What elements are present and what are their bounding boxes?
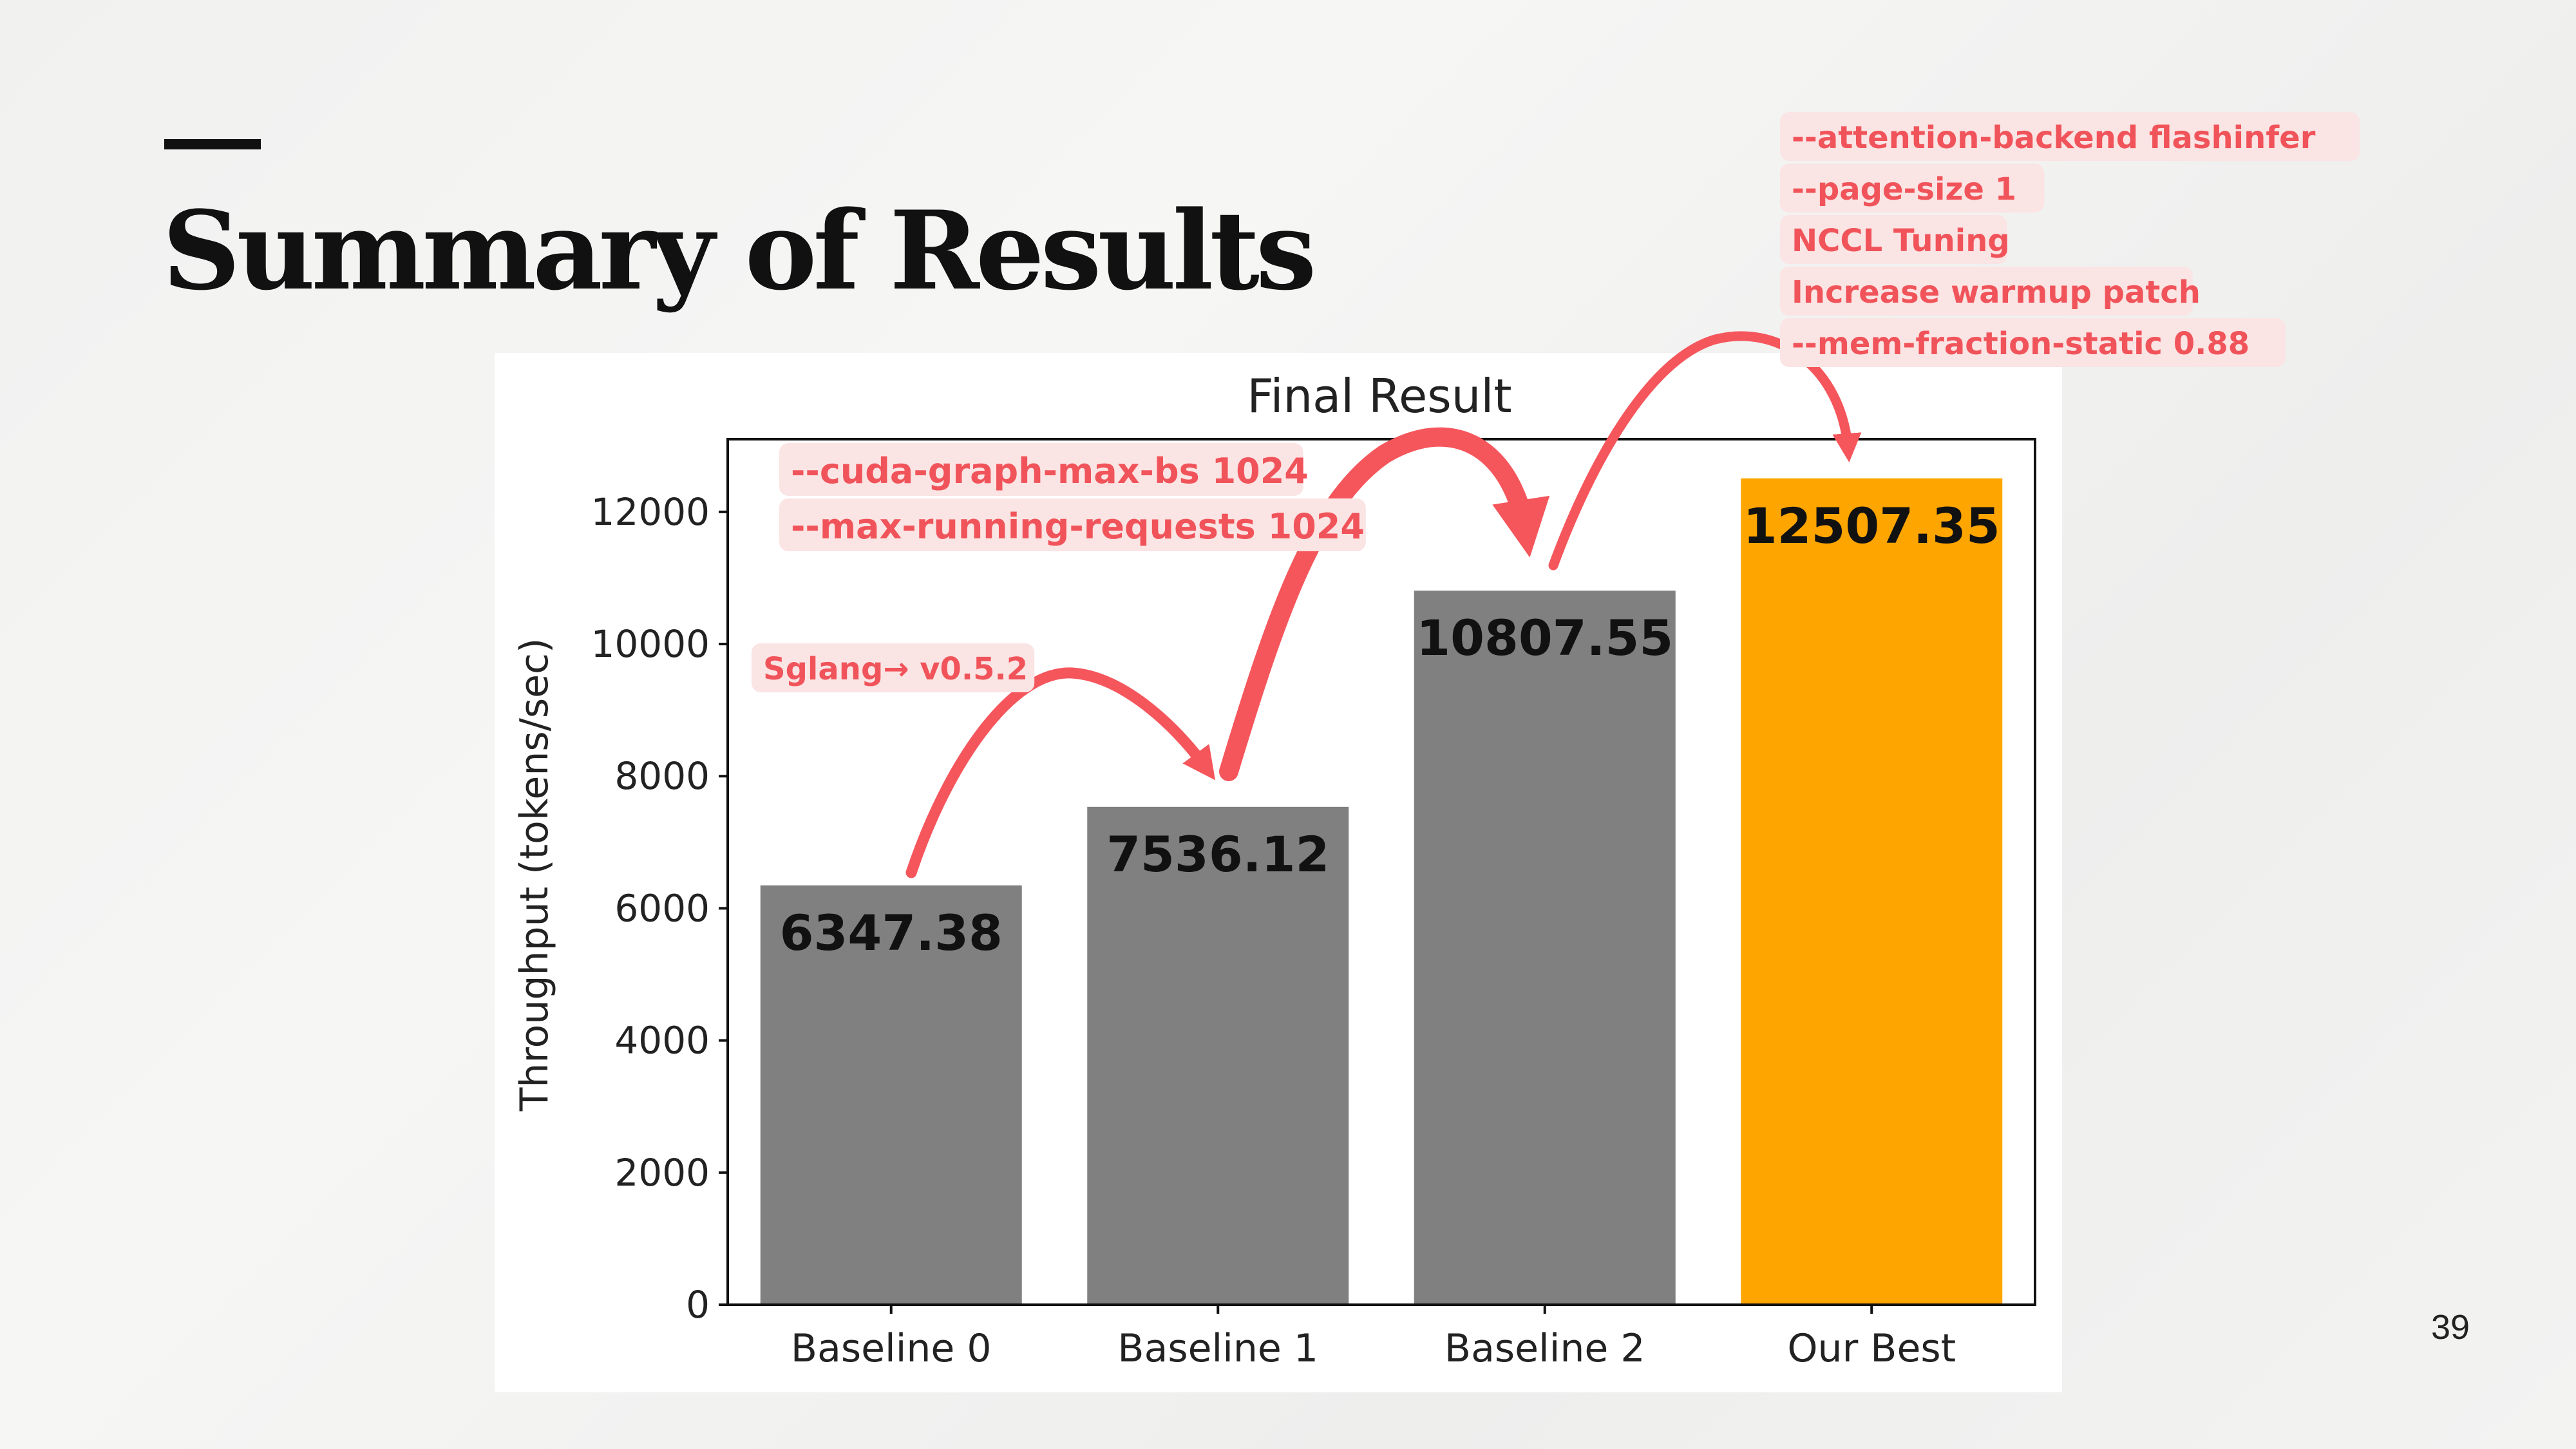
x-tick-label: Our Best (1787, 1326, 1956, 1371)
annotation-line: --max-running-requests 1024 (791, 506, 1365, 547)
annotation-line: --mem-fraction-static 0.88 (1792, 326, 2249, 362)
x-tick-label: Baseline 0 (791, 1326, 992, 1371)
x-tick-label: Baseline 1 (1117, 1326, 1318, 1371)
arrow-baseline1-to-baseline2 (1219, 427, 1550, 781)
bar-value-label: 6347.38 (780, 904, 1003, 961)
x-tick-label: Baseline 2 (1444, 1326, 1645, 1371)
page-number: 39 (2430, 1308, 2470, 1347)
annotation-background (1780, 267, 2193, 316)
chart-title: Final Result (1247, 369, 1511, 423)
annotation-step1: Sglang→ v0.5.2 (752, 643, 1035, 692)
plot-frame (726, 438, 2036, 1306)
title-accent-bar (164, 139, 261, 149)
annotation-background (1780, 112, 2360, 161)
y-tick-label: 4000 (614, 1019, 710, 1063)
annotation-line: Sglang→ v0.5.2 (763, 651, 1028, 687)
y-axis-label: Throughput (tokens/sec) (512, 638, 557, 1112)
arrow-baseline0-to-baseline1 (905, 667, 1216, 878)
y-tick-label: 8000 (614, 754, 710, 798)
annotation-background (1780, 215, 2007, 264)
annotation-background (779, 443, 1303, 496)
bar-2 (1414, 591, 1676, 1305)
y-tick-label: 10000 (591, 622, 710, 666)
y-tick-label: 2000 (614, 1151, 710, 1195)
annotation-step3: --attention-backend flashinfer --page-siz… (1780, 112, 2360, 367)
bar-0 (760, 885, 1022, 1305)
bar-group (760, 478, 2003, 1305)
bar-value-labels: 6347.38 7536.12 10807.55 12507.35 (780, 497, 2000, 961)
annotation-line: --page-size 1 (1792, 171, 2016, 207)
annotation-line: Increase warmup patch (1792, 274, 2201, 310)
y-axis-ticks: 0 2000 4000 6000 8000 10000 12000 (591, 490, 728, 1327)
arrow-baseline2-to-our-best (1548, 331, 1862, 571)
y-tick-label: 12000 (591, 490, 710, 534)
y-tick-label: 0 (686, 1283, 710, 1327)
annotation-background (1780, 164, 2045, 213)
annotation-line: --attention-backend flashinfer (1792, 120, 2316, 156)
slide-title: Summary of Results (162, 187, 1317, 314)
bar-value-label: 7536.12 (1106, 826, 1329, 883)
annotation-background (1780, 318, 2286, 367)
annotation-background (752, 643, 1035, 692)
bar-value-label: 12507.35 (1743, 497, 2000, 554)
y-tick-label: 6000 (614, 886, 710, 930)
annotation-background (779, 498, 1366, 551)
annotation-line: --cuda-graph-max-bs 1024 (791, 451, 1309, 491)
annotation-step2: --cuda-graph-max-bs 1024 --max-running-re… (779, 443, 1366, 551)
x-axis-ticks: Baseline 0 Baseline 1 Baseline 2 Our Best (791, 1305, 1956, 1371)
bar-value-label: 10807.55 (1416, 609, 1673, 667)
annotation-line: NCCL Tuning (1792, 223, 2010, 259)
bar-1 (1087, 806, 1349, 1305)
bar-3 (1741, 478, 2003, 1305)
